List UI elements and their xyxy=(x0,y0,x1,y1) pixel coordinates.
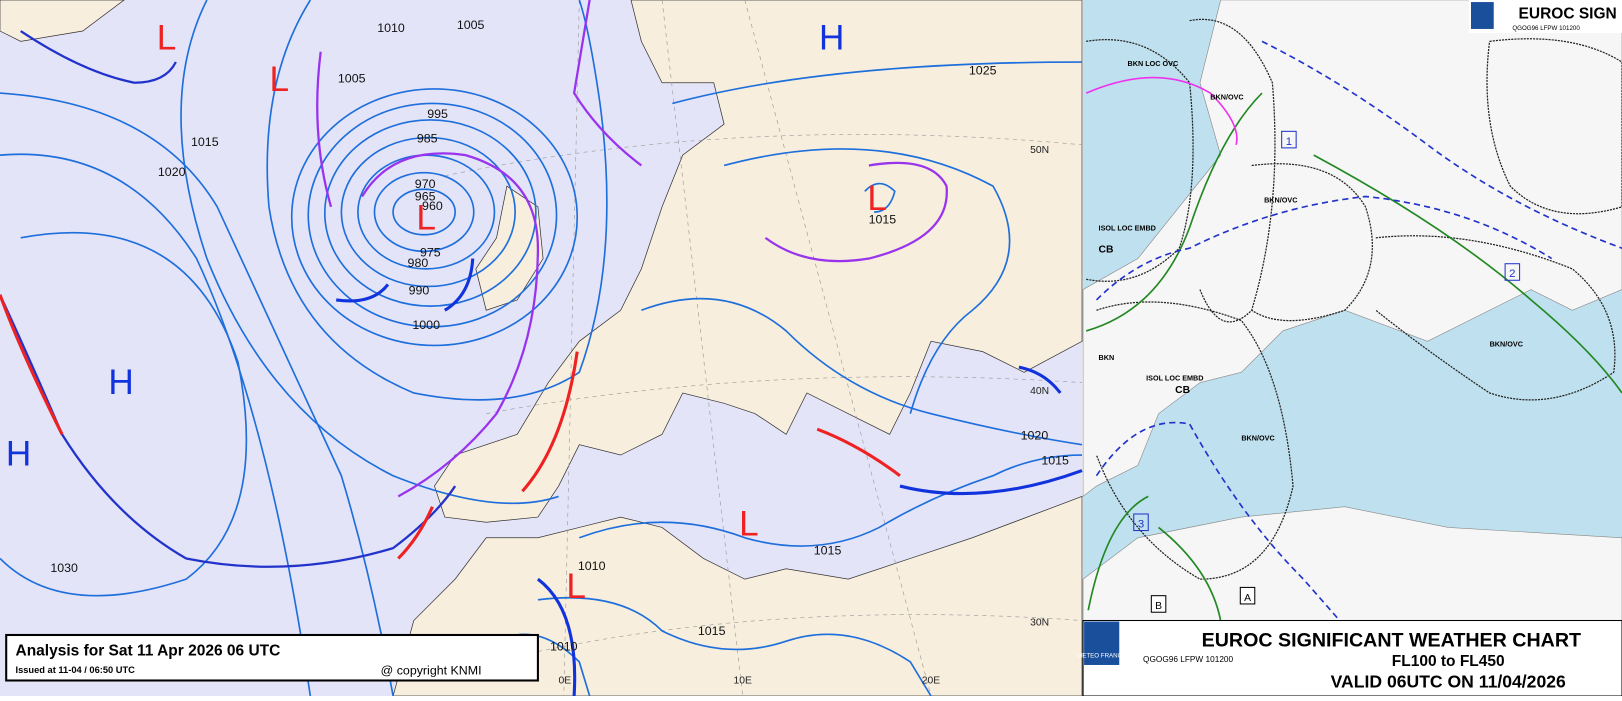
pressure-label: 965 xyxy=(415,190,436,204)
graticule-label: 0E xyxy=(558,676,571,687)
pressure-center: L xyxy=(416,199,436,238)
logo xyxy=(1084,621,1120,665)
pressure-label: 1005 xyxy=(457,18,485,32)
pressure-label: 1015 xyxy=(191,135,219,149)
pressure-label: 980 xyxy=(408,256,429,270)
pressure-label: 1015 xyxy=(869,212,897,226)
pressure-label: 1020 xyxy=(158,165,186,179)
area-number: 3 xyxy=(1138,518,1144,530)
graticule-label: 20E xyxy=(922,676,940,687)
graticule-label: 10E xyxy=(734,676,752,687)
pressure-center: H xyxy=(108,363,133,402)
zone-letter: B xyxy=(1155,601,1162,612)
cloud-areas xyxy=(1086,18,1622,580)
cloud-label: ISOL LOC EMBD xyxy=(1099,224,1156,233)
caption-issued: Issued at 11-04 / 06:50 UTC xyxy=(16,665,136,675)
pressure-label: 1015 xyxy=(1041,453,1069,467)
cloud-label: BKN xyxy=(1099,353,1115,362)
area-box xyxy=(1133,513,1149,532)
cloud-label: CB xyxy=(1099,244,1114,255)
graticule-label: 50N xyxy=(1030,145,1049,156)
zone-box xyxy=(1150,595,1167,613)
pressure-label: 970 xyxy=(415,177,436,191)
pressure-center: H xyxy=(6,434,31,473)
pressure-label: 1010 xyxy=(578,559,606,573)
valid-time: VALID 06UTC ON 11/04/2026 xyxy=(1331,672,1566,692)
top-box xyxy=(1468,0,1622,34)
pressure-label: 1020 xyxy=(1021,429,1049,443)
pressure-label: 995 xyxy=(427,107,448,121)
pressure-label: 990 xyxy=(409,284,430,298)
land-europe xyxy=(434,0,1083,523)
fronts xyxy=(0,0,1083,697)
cloud-label: BKN/OVC xyxy=(1264,196,1298,205)
pressure-center: L xyxy=(157,19,177,58)
zone-letter: A xyxy=(1244,593,1251,604)
area-box xyxy=(1281,130,1297,149)
logo-small xyxy=(1470,2,1494,29)
pressure-label: 1015 xyxy=(814,543,842,557)
pressure-label: 1010 xyxy=(550,639,578,653)
pressure-label: 975 xyxy=(420,245,441,259)
graticule-label: 40N xyxy=(1030,386,1049,397)
pressure-label: 1030 xyxy=(50,561,78,575)
area-number: 1 xyxy=(1286,136,1292,148)
area-number: 2 xyxy=(1509,268,1515,280)
cloud-label: CB xyxy=(1175,385,1190,396)
graticule-labels: 50N 40N 30N 0E 10E 20E xyxy=(558,145,1049,687)
land-britain xyxy=(475,185,544,311)
levels: FL100 to FL450 xyxy=(1392,653,1505,670)
pressure-center: L xyxy=(270,60,290,99)
pressure-centers: L L L L L L H H H xyxy=(6,19,887,606)
cloud-labels: BKN LOC OVC BKN/OVC ISOL LOC EMBD CB BKN/OVC… xyxy=(1099,59,1524,442)
graticule-label: 30N xyxy=(1030,618,1049,629)
caption-title: Analysis for Sat 11 Apr 2026 06 UTC xyxy=(16,643,281,660)
pressure-center: L xyxy=(867,179,887,218)
jet-lines xyxy=(1085,40,1622,622)
pressure-label: 1015 xyxy=(698,624,726,638)
pressure-label: 1025 xyxy=(969,63,997,77)
pressure-label: 960 xyxy=(422,199,443,213)
pressure-center: L xyxy=(566,567,586,606)
cloud-label: BKN/OVC xyxy=(1490,339,1524,348)
logo-text: METEO FRANCE xyxy=(1077,653,1126,660)
pressure-center: H xyxy=(819,19,844,58)
cloud-label: BKN/OVC xyxy=(1210,92,1244,101)
pressure-center: L xyxy=(739,505,759,544)
cloud-label: BKN/OVC xyxy=(1241,434,1275,443)
pressure-label: 1000 xyxy=(412,318,440,332)
caption-frame xyxy=(5,633,539,682)
header-box xyxy=(1082,619,1622,697)
chart-title: EUROC SIGNIFICANT WEATHER CHART xyxy=(1202,629,1581,651)
top-title: EUROC SIGN xyxy=(1519,6,1617,23)
top-id: QGOG96 LFPW 101200 xyxy=(1512,25,1580,32)
pressure-label: 985 xyxy=(417,132,438,146)
pressure-label: 1010 xyxy=(377,21,405,35)
cloud-label: ISOL LOC EMBD xyxy=(1146,374,1203,383)
caption-box: Analysis for Sat 11 Apr 2026 06 UTC Issu… xyxy=(5,633,539,682)
zone-box xyxy=(1239,586,1256,605)
sigwx-chart: BKN LOC OVC BKN/OVC ISOL LOC EMBD CB BKN/OVC… xyxy=(1077,0,1622,697)
area-labels: 1 2 3 A B xyxy=(1133,130,1521,613)
caption-copyright: @ copyright KNMI xyxy=(381,663,482,677)
chart-id: QGOG96 LFPW 101200 xyxy=(1143,655,1233,664)
graticule xyxy=(444,0,1083,697)
land-europe xyxy=(1082,0,1622,498)
area-box xyxy=(1504,263,1521,281)
cloud-label: BKN LOC OVC xyxy=(1128,59,1179,68)
pressure-label: 1005 xyxy=(338,72,366,86)
land-iceland xyxy=(0,0,125,42)
